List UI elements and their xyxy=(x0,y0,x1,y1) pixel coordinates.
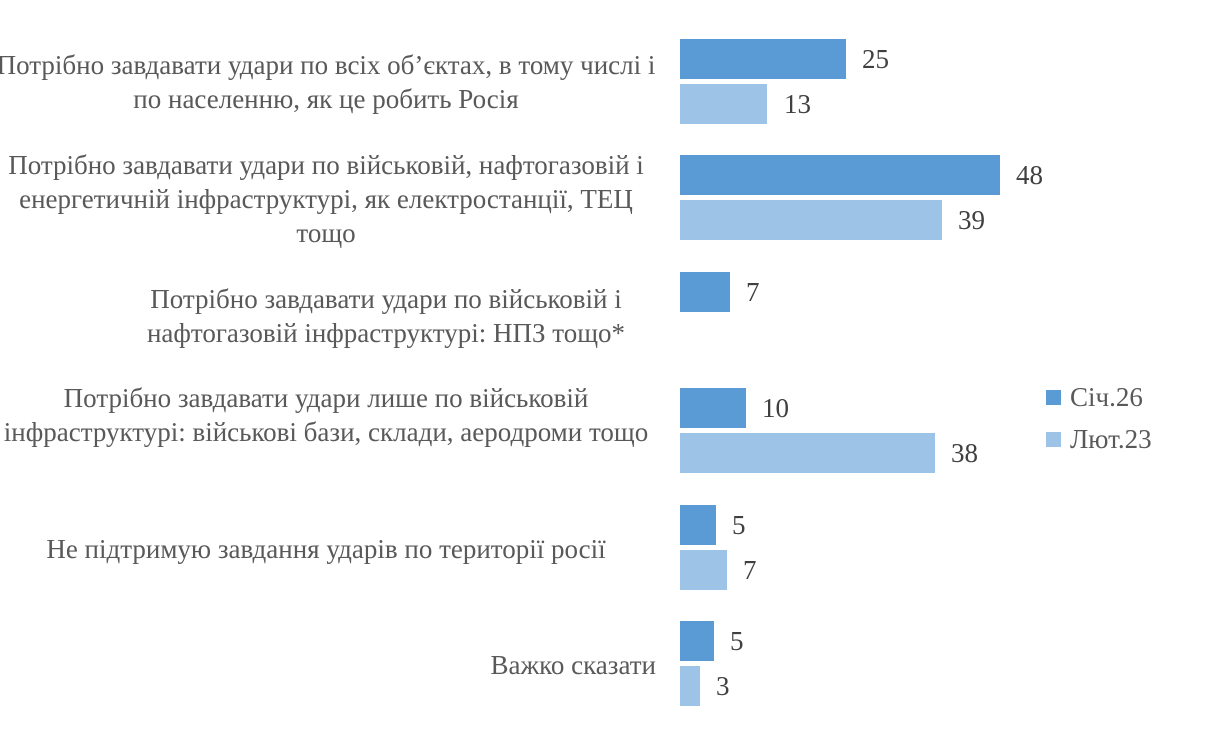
value-label: 39 xyxy=(958,205,985,235)
category-label: Не підтримую завдання ударів по територі… xyxy=(46,534,606,564)
legend-item-sich26: Січ.26 xyxy=(1046,376,1152,418)
bar-series-liut23 xyxy=(680,433,935,473)
chart-legend: Січ.26 Лют.23 xyxy=(1046,376,1152,460)
category-label: Потрібно завдавати удари по військовій, … xyxy=(8,150,644,248)
category-label: Важко сказати xyxy=(490,650,656,680)
value-label: 38 xyxy=(951,438,978,468)
bar-series-sich26 xyxy=(680,505,716,545)
bar-series-sich26 xyxy=(680,272,730,312)
category-label: Потрібно завдавати удари по військовій і… xyxy=(146,284,626,348)
legend-swatch-icon xyxy=(1046,389,1061,405)
legend-swatch-icon xyxy=(1046,431,1061,447)
value-label: 13 xyxy=(784,89,811,119)
legend-label: Лют.23 xyxy=(1070,423,1152,454)
value-label: 7 xyxy=(746,277,760,307)
category-label: Потрібно завдавати удари по всіх об’єкта… xyxy=(0,50,656,114)
value-label: 25 xyxy=(862,44,889,74)
bar-series-sich26 xyxy=(680,388,746,428)
bar-series-sich26 xyxy=(680,155,1000,195)
bar-series-liut23 xyxy=(680,200,942,240)
bar-series-sich26 xyxy=(680,621,714,661)
value-label: 5 xyxy=(730,626,744,656)
value-label: 3 xyxy=(716,671,730,701)
category-label: Потрібно завдавати удари лише по військо… xyxy=(3,383,649,447)
legend-item-liut23: Лют.23 xyxy=(1046,418,1152,460)
bar-series-liut23 xyxy=(680,550,727,590)
value-label: 10 xyxy=(762,393,789,423)
value-label: 5 xyxy=(732,510,746,540)
value-label: 48 xyxy=(1016,160,1043,190)
bar-series-sich26 xyxy=(680,39,846,79)
value-label: 7 xyxy=(743,555,757,585)
legend-label: Січ.26 xyxy=(1070,381,1143,412)
bar-series-liut23 xyxy=(680,666,700,706)
bar-series-liut23 xyxy=(680,84,767,124)
